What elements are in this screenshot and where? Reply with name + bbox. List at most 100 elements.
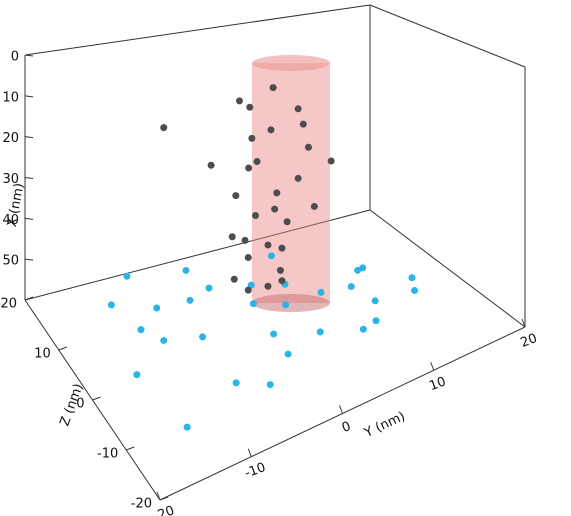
box-edge — [24, 4, 371, 56]
x-tick-label: 50 — [2, 254, 19, 269]
point — [347, 282, 355, 290]
point — [264, 241, 272, 249]
point — [186, 296, 194, 304]
x-tick-label: 10 — [2, 90, 19, 105]
point — [160, 124, 168, 132]
point — [123, 272, 131, 280]
point — [299, 120, 307, 128]
y-tick-label: 20 — [519, 331, 540, 351]
x-tick-label: 20 — [2, 131, 19, 146]
point — [371, 297, 379, 305]
point — [248, 134, 256, 142]
point — [249, 300, 257, 308]
point — [232, 379, 240, 387]
point — [276, 266, 284, 274]
point — [270, 330, 278, 338]
point — [273, 189, 281, 197]
point — [304, 143, 312, 151]
point — [182, 266, 190, 274]
y-tick — [521, 318, 526, 328]
z-tick — [58, 346, 67, 351]
y-tick-label: 10 — [427, 374, 448, 394]
point — [359, 325, 367, 333]
point — [278, 277, 286, 285]
point — [264, 282, 272, 290]
point — [244, 254, 252, 262]
points — [107, 84, 419, 431]
point — [354, 266, 362, 274]
y-tick-label: 0 — [340, 419, 353, 436]
point — [284, 350, 292, 358]
y-tick — [339, 405, 343, 414]
x-tick — [24, 217, 34, 220]
point — [310, 202, 318, 210]
point — [232, 192, 240, 200]
point — [235, 97, 243, 105]
point — [294, 105, 302, 113]
z-tick — [92, 396, 101, 401]
x-tick-label: 0 — [11, 50, 19, 65]
point — [245, 164, 253, 172]
x-tick — [24, 54, 34, 57]
point — [283, 218, 291, 226]
point — [266, 381, 274, 389]
point — [327, 157, 335, 165]
x-tick-label: 30 — [2, 172, 19, 187]
y-axis-title: Y (nm) — [361, 409, 407, 441]
point — [271, 205, 279, 213]
z-tick-label: 10 — [34, 347, 51, 362]
y-tick — [430, 362, 435, 371]
x-tick — [24, 95, 34, 98]
box-edge — [24, 209, 371, 301]
point — [205, 284, 213, 292]
point — [278, 244, 286, 252]
point — [317, 288, 325, 296]
point — [228, 233, 236, 241]
x-axis-title: X (nm) — [5, 182, 27, 228]
cylinder — [252, 63, 330, 312]
y-tick — [247, 448, 252, 457]
point — [160, 336, 168, 344]
point — [244, 286, 252, 294]
x-tick — [24, 258, 34, 261]
point — [241, 236, 249, 244]
point — [253, 158, 261, 166]
cylinder-top — [252, 55, 330, 71]
y-tick-label: -20 — [151, 503, 176, 516]
cylinder-body — [252, 63, 330, 303]
x-tick-label: 40 — [2, 213, 19, 228]
z-tick-label: 20 — [0, 297, 17, 312]
point — [269, 84, 277, 92]
point — [246, 103, 254, 111]
point — [252, 211, 259, 219]
point — [282, 301, 290, 309]
y-tick-label: -10 — [243, 460, 268, 481]
point — [199, 333, 207, 341]
point — [153, 304, 161, 312]
point — [267, 252, 275, 260]
cylinder-bottom — [252, 294, 330, 312]
x-tick — [24, 136, 34, 139]
point — [183, 423, 191, 431]
z-tick-label: -10 — [97, 447, 118, 462]
z-tick-label: -20 — [131, 497, 152, 512]
z-tick — [24, 296, 34, 301]
point — [372, 317, 380, 325]
x-tick — [24, 177, 34, 179]
point — [411, 286, 419, 294]
z-tick — [126, 446, 135, 451]
point — [294, 174, 302, 182]
point — [133, 371, 141, 379]
point — [316, 328, 324, 336]
box-edge — [369, 209, 526, 328]
box: 0 10 20 30 40 50 -20 -10 0 10 20 -20 -10 0 10 20 — [0, 4, 540, 516]
point — [230, 275, 238, 283]
point — [207, 161, 215, 169]
point — [137, 326, 145, 334]
point — [107, 301, 115, 309]
box-edge — [369, 4, 526, 68]
point — [408, 274, 416, 282]
z-tick-label: 0 — [76, 397, 84, 412]
